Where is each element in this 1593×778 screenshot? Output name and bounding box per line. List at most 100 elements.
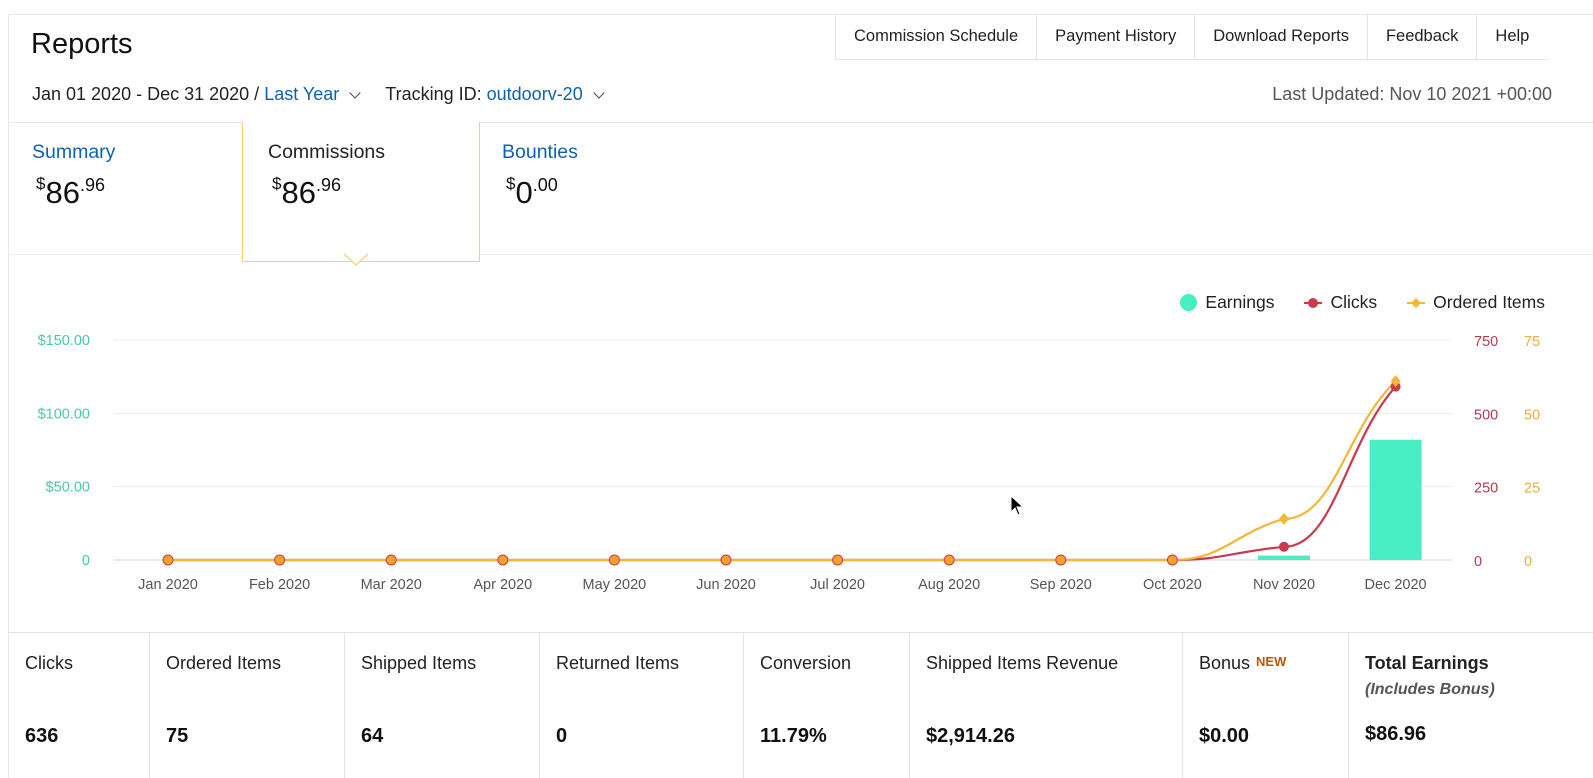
stat-label: Bonus NEW	[1199, 653, 1286, 674]
x-axis-tick: Sep 2020	[1030, 577, 1092, 593]
amount-whole: 0	[515, 175, 533, 210]
stat-value: 0	[556, 725, 568, 747]
tracking-id-label: Tracking ID:	[385, 84, 482, 104]
stat-value: 636	[25, 725, 59, 747]
stat-value: 11.79%	[760, 725, 827, 747]
tab-bounties-label[interactable]: Bounties	[502, 141, 578, 163]
commissions-amount: $86.96	[272, 174, 341, 211]
x-axis-tick: Apr 2020	[473, 577, 532, 593]
tab-summary-label[interactable]: Summary	[32, 141, 116, 163]
ordered-items-point	[1390, 375, 1401, 388]
tab-commissions-label: Commissions	[268, 141, 386, 163]
tab-commissions[interactable]: Commissions $86.96	[242, 122, 480, 262]
left-axis-tick: 0	[82, 553, 90, 569]
download-reports-button[interactable]: Download Reports	[1195, 15, 1368, 59]
divider	[9, 122, 1593, 123]
clicks-point	[1279, 541, 1289, 552]
ordered-items-point	[497, 554, 509, 566]
amount-cents: .00	[532, 175, 558, 195]
left-axis: 0 $50.00 $100.00 $150.00	[38, 333, 90, 569]
bounties-amount: $0.00	[506, 174, 558, 211]
stat-label: Shipped Items	[361, 653, 477, 673]
x-axis-tick: May 2020	[583, 577, 647, 593]
stats-bar: Clicks 636 Ordered Items 75 Shipped Item…	[9, 632, 1593, 778]
date-range-text: Jan 01 2020 - Dec 31 2020 /	[32, 84, 260, 104]
right-axis-ordered-tick: 50	[1524, 407, 1540, 423]
earnings-dot-icon	[1180, 294, 1198, 311]
x-axis-tick: Oct 2020	[1143, 577, 1202, 593]
help-button[interactable]: Help	[1495, 27, 1530, 45]
stat-conversion: Conversion 11.79%	[744, 633, 910, 778]
stat-value: $86.96	[1365, 723, 1427, 745]
ordered-items-point	[720, 554, 732, 566]
report-filters: Jan 01 2020 - Dec 31 2020 / Last Year Tr…	[32, 84, 613, 105]
stat-shipped-revenue: Shipped Items Revenue $2,914.26	[910, 633, 1183, 778]
x-axis-tick: Feb 2020	[249, 577, 310, 593]
legend-earnings[interactable]: Earnings	[1180, 292, 1274, 313]
x-axis-tick: Jul 2020	[810, 577, 865, 593]
x-axis-tick: Aug 2020	[918, 577, 980, 593]
right-axis-ordered-tick: 0	[1524, 554, 1532, 570]
feedback-button[interactable]: Feedback	[1368, 15, 1478, 59]
right-axis-clicks-tick: 750	[1474, 334, 1498, 350]
currency-symbol: $	[272, 174, 282, 193]
amount-whole: 86	[281, 175, 316, 210]
stat-label: Shipped Items Revenue	[926, 653, 1119, 673]
chevron-down-icon[interactable]	[593, 86, 605, 99]
x-axis-tick: Mar 2020	[361, 577, 422, 593]
earnings-chart: 0 $50.00 $100.00 $150.00 0 250 500 750 0 25 50 75 Ja…	[38, 333, 1541, 593]
legend-clicks-label: Clicks	[1330, 292, 1378, 312]
active-tab-pointer	[344, 253, 368, 266]
right-axis-clicks: 0 250 500 750	[1474, 334, 1498, 570]
stat-clicks: Clicks 636	[9, 633, 150, 778]
legend-clicks[interactable]: Clicks	[1304, 292, 1377, 313]
amount-whole: 86	[45, 175, 80, 210]
stat-value: 64	[361, 725, 384, 747]
x-axis-tick: Nov 2020	[1253, 577, 1315, 593]
stat-label: Conversion	[760, 653, 852, 673]
ordered-items-point	[943, 554, 955, 566]
stat-value: 75	[166, 725, 189, 747]
earnings-bar	[1369, 439, 1422, 560]
chevron-down-icon[interactable]	[349, 86, 361, 99]
ordered-items-point	[274, 554, 286, 566]
stat-label: Returned Items	[556, 653, 680, 673]
ordered-items-point	[832, 554, 844, 566]
clicks-line	[168, 385, 1397, 562]
x-axis-tick: Jan 2020	[138, 577, 198, 593]
commission-schedule-button[interactable]: Commission Schedule	[836, 15, 1038, 59]
summary-amount: $86.96	[36, 174, 105, 211]
tracking-id-dropdown[interactable]: outdoorv-20	[486, 84, 583, 104]
stat-total-earnings: Total Earnings (Includes Bonus) $86.96	[1349, 633, 1593, 778]
right-axis-clicks-tick: 500	[1474, 407, 1498, 423]
divider	[9, 254, 1593, 255]
left-axis-tick: $100.00	[38, 406, 90, 422]
legend-earnings-label: Earnings	[1205, 292, 1275, 312]
legend-ordered-label: Ordered Items	[1433, 292, 1545, 312]
report-panel	[8, 14, 1593, 778]
stat-label: Total Earnings	[1365, 653, 1489, 673]
stat-label: Ordered Items	[166, 653, 282, 673]
left-axis-tick: $150.00	[38, 333, 90, 349]
chart-legend: Earnings Clicks Ordered Items	[1180, 292, 1545, 313]
stat-label: Clicks	[25, 653, 73, 673]
tab-summary[interactable]: Summary $86.96	[32, 122, 232, 260]
ordered-items-line	[168, 380, 1397, 562]
payment-history-button[interactable]: Payment History	[1037, 15, 1196, 59]
stat-returned-items: Returned Items 0	[540, 633, 744, 778]
x-axis-tick: Dec 2020	[1365, 577, 1427, 593]
right-axis-ordered-tick: 75	[1524, 334, 1540, 350]
page-title: Reports	[31, 28, 133, 60]
mouse-cursor-icon	[1010, 495, 1024, 516]
ordered-items-point	[1055, 554, 1067, 566]
left-axis-tick: $50.00	[46, 480, 90, 496]
legend-ordered-items[interactable]: Ordered Items	[1407, 292, 1545, 313]
clicks-line-icon	[1304, 297, 1323, 308]
earnings-bar	[1258, 555, 1310, 560]
date-preset-dropdown[interactable]: Last Year	[264, 84, 340, 104]
tab-bounties[interactable]: Bounties $0.00	[502, 122, 702, 260]
ordered-items-point	[1166, 554, 1178, 566]
bonus-label: Bonus	[1199, 653, 1251, 673]
ordered-items-point	[385, 554, 397, 566]
currency-symbol: $	[506, 174, 516, 193]
